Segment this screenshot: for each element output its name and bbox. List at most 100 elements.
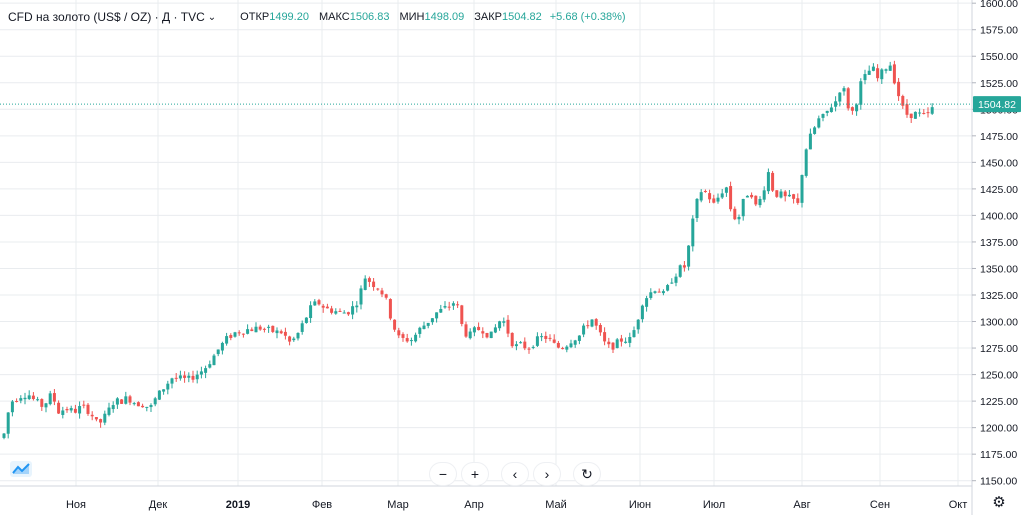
- candle: [267, 324, 271, 333]
- candle-body: [590, 319, 594, 327]
- candle-body: [359, 288, 363, 305]
- candle: [552, 334, 556, 344]
- candle: [808, 128, 812, 150]
- candle-body: [317, 300, 321, 305]
- candle: [355, 301, 359, 313]
- zoom-in-button[interactable]: +: [462, 463, 488, 485]
- candle-body: [661, 291, 665, 294]
- candle: [493, 324, 497, 334]
- candle: [456, 301, 460, 309]
- candle-body: [649, 292, 653, 298]
- candle: [729, 181, 733, 212]
- candle: [573, 339, 577, 348]
- candle-body: [741, 198, 745, 217]
- candle-body: [15, 401, 19, 403]
- reset-chart-button[interactable]: ↻: [574, 463, 600, 485]
- y-tick-label: 1325.00: [980, 290, 1018, 302]
- candle-body: [351, 306, 355, 315]
- logo-icon[interactable]: [8, 458, 34, 480]
- candle: [867, 65, 871, 75]
- candle-body: [519, 342, 523, 344]
- candle: [464, 321, 468, 338]
- zoom-out-button[interactable]: −: [430, 463, 456, 485]
- candle: [678, 264, 682, 278]
- candle-body: [90, 414, 94, 417]
- candle: [162, 389, 166, 395]
- high-label: МАКС: [318, 11, 350, 23]
- candle: [703, 189, 707, 193]
- candle-body: [136, 402, 140, 407]
- candle-body: [376, 288, 380, 290]
- candle-body: [796, 198, 800, 203]
- candle-body: [569, 343, 573, 348]
- candle: [430, 318, 434, 325]
- candle-body: [464, 324, 468, 337]
- candle: [796, 193, 800, 205]
- candle-body: [225, 336, 229, 344]
- candle-body: [48, 393, 52, 405]
- candle: [145, 406, 149, 412]
- candle: [590, 319, 594, 328]
- candle: [519, 340, 523, 344]
- candle: [477, 322, 481, 331]
- candle: [246, 324, 250, 335]
- candle: [313, 299, 317, 306]
- candle-body: [220, 342, 224, 351]
- candle: [611, 342, 615, 353]
- candle-body: [384, 294, 388, 298]
- candle: [930, 103, 934, 115]
- candle: [565, 345, 569, 353]
- x-tick-label: Апр: [464, 499, 483, 511]
- candle: [817, 115, 821, 129]
- candle: [691, 215, 695, 252]
- candle: [124, 391, 128, 405]
- x-tick-label: Июн: [629, 499, 651, 511]
- scroll-right-button[interactable]: ›: [534, 463, 560, 485]
- candle-body: [918, 112, 922, 114]
- candle-body: [745, 195, 749, 198]
- candle: [771, 170, 775, 192]
- candle-body: [44, 403, 48, 408]
- y-tick-label: 1450.00: [980, 157, 1018, 169]
- candle-body: [187, 375, 191, 378]
- symbol-title[interactable]: CFD на золото (US$ / OZ) · Д · TVC: [8, 10, 205, 24]
- candle-body: [926, 112, 930, 114]
- candle-body: [674, 276, 678, 283]
- candle: [472, 326, 476, 337]
- candle: [901, 94, 905, 109]
- candle-body: [720, 193, 724, 198]
- candle: [548, 334, 552, 342]
- scroll-left-button[interactable]: ‹: [502, 463, 528, 485]
- candle-body: [561, 348, 565, 350]
- chevron-down-icon[interactable]: ⌄: [207, 11, 217, 23]
- candle-body: [338, 310, 342, 312]
- candle-body: [166, 383, 170, 390]
- y-tick-label: 1175.00: [980, 449, 1017, 461]
- candle: [447, 301, 451, 311]
- candle: [15, 398, 19, 403]
- candle: [321, 303, 325, 313]
- candle-body: [678, 265, 682, 277]
- candle: [712, 194, 716, 204]
- candle: [754, 195, 758, 207]
- candle-body: [241, 333, 245, 335]
- candle-body: [426, 322, 430, 326]
- candle: [86, 403, 90, 416]
- candle: [334, 308, 338, 315]
- candle-body: [199, 371, 203, 375]
- candle-body: [535, 336, 539, 346]
- candle-body: [523, 341, 527, 349]
- candle: [443, 301, 447, 309]
- candle-body: [346, 312, 350, 315]
- gear-icon[interactable]: ⚙: [992, 494, 1006, 511]
- candle-body: [758, 198, 762, 206]
- candle: [241, 333, 245, 338]
- price-axis[interactable]: 1150.00 1175.00 1200.00 1225.00 1250.00 1275.…: [972, 0, 1018, 488]
- y-tick-label: 1550.00: [980, 51, 1018, 63]
- time-axis[interactable]: Ноя Дек 2019 Фев Мар Апр Май Июн Июл Авг Сен Окт: [66, 499, 967, 511]
- candle-body: [880, 69, 884, 80]
- candle: [645, 295, 649, 312]
- candle-body: [813, 127, 817, 134]
- candle: [258, 324, 262, 331]
